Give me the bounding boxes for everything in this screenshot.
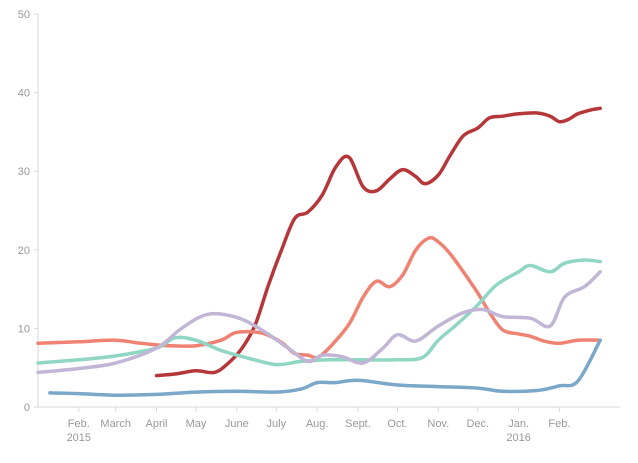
x-tick-label: Sept. [345,418,371,430]
x-tick-label: Feb. [68,418,90,430]
x-tick-label: May [186,418,207,430]
x-tick-label: Aug. [306,418,329,430]
x-tick-label: Dec. [466,418,489,430]
y-tick-label: 0 [24,402,30,414]
x-tick-label: Nov. [427,418,449,430]
x-tick-label: April [145,418,167,430]
x-tick-label: Feb. [548,418,570,430]
y-tick-label: 20 [18,245,30,257]
y-tick-label: 50 [18,9,30,21]
x-tick-label: Jan. [508,418,529,430]
x-tick-year-label: 2016 [506,432,530,444]
series-line-5 [48,338,602,397]
x-tick-label: Oct. [387,418,407,430]
y-tick-label: 10 [18,323,30,335]
series-line-1 [154,106,602,378]
y-axis: 0 10 20 30 40 50 [18,9,39,414]
series-line-3 [36,258,602,367]
x-tick-label: March [100,418,131,430]
x-tick-label: July [267,418,287,430]
y-tick-label: 30 [18,166,30,178]
series-lines [36,106,602,397]
series-line-4 [36,270,602,375]
series-line-2 [36,235,602,360]
y-tick-label: 40 [18,88,30,100]
x-axis: Feb. 2015 March April May June July Aug. Sept. Oc… [38,406,620,444]
x-tick-year-label: 2015 [67,432,91,444]
x-tick-label: June [225,418,249,430]
